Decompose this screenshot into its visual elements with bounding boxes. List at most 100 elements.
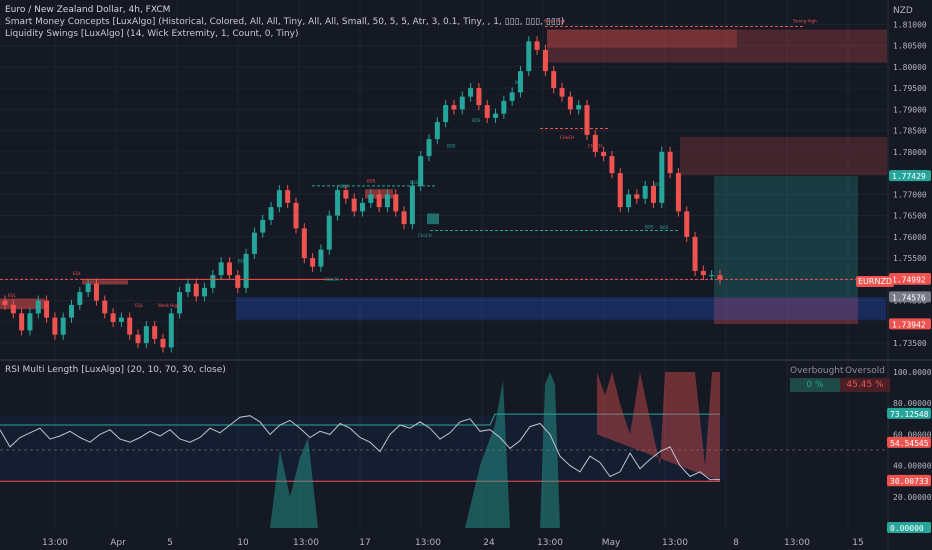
candle-body [143, 326, 149, 344]
candle-body [368, 194, 374, 203]
candle-body [268, 207, 274, 220]
candle-body [567, 96, 573, 110]
candle-body [310, 258, 316, 267]
overbought-value: 0 % [790, 378, 840, 392]
time-axis-label: 13:00 [662, 538, 688, 548]
price-tag [889, 170, 931, 182]
candle-body [2, 300, 8, 305]
candle-body [193, 283, 199, 297]
price-axis-label: 1.79000 [893, 105, 927, 114]
price-tag-label: 1.74992 [892, 276, 926, 285]
candle-body [251, 232, 257, 254]
candle-body [127, 317, 133, 335]
left-supply-zone [0, 298, 45, 310]
rsi-tag [887, 522, 931, 533]
candle-body [418, 156, 424, 186]
candle-body [44, 300, 50, 318]
candle-body [484, 105, 490, 118]
candle-body [218, 262, 224, 276]
structure-label: EQL [135, 303, 144, 308]
candle-body [243, 253, 249, 288]
candle-body [501, 100, 507, 114]
structure-label: BOS [472, 118, 481, 123]
candle-body [160, 338, 166, 348]
rsi-band [0, 415, 725, 482]
oversold-value: 45.45 % [840, 378, 890, 392]
liquidity-swings-label[interactable]: Liquidity Swings [LuxAlgo] (14, Wick Ext… [5, 29, 299, 39]
mid-demand-zone [427, 213, 439, 225]
rsi-upper-line [0, 413, 720, 426]
structure-label: BOS [367, 178, 376, 183]
candle-body [509, 92, 515, 101]
candle-body [717, 275, 723, 280]
structure-label: CHoCH [588, 144, 602, 149]
candle-body [393, 194, 399, 212]
candle-body [110, 313, 116, 322]
candle-body [434, 122, 440, 140]
candle-body [700, 270, 706, 276]
rsi-tag [887, 407, 931, 419]
candle-body [576, 105, 582, 110]
stop-zone [714, 297, 858, 324]
time-axis-label: 13:00 [293, 538, 319, 548]
time-axis-label: 13:00 [415, 538, 441, 548]
candle-body [534, 41, 540, 50]
candle-body [35, 300, 41, 314]
candle-body [93, 283, 99, 301]
time-axis-label: 24 [483, 538, 495, 548]
candle-body [634, 194, 640, 199]
candle-body [285, 190, 291, 203]
candle-body [335, 190, 341, 216]
structure-label: Strong High [793, 18, 817, 23]
candle-body [152, 326, 158, 339]
rsi-indicator-label[interactable]: RSI Multi Length [LuxAlgo] (20, 10, 70, … [5, 365, 226, 375]
rsi-tag-label: 30.00733 [890, 477, 929, 486]
symbol-title[interactable]: Euro / New Zealand Dollar, 4h, FXCM [5, 5, 171, 15]
candle-body [260, 219, 266, 233]
candle-body [542, 49, 548, 72]
structure-label: BOS [645, 224, 654, 229]
structure-label: CHoCH [325, 277, 339, 282]
price-axis-label: 1.78500 [893, 127, 927, 136]
candle-body [626, 194, 632, 208]
candle-body [468, 88, 474, 97]
rsi-line [0, 415, 720, 481]
candle-body [376, 194, 382, 208]
candle-body [692, 236, 698, 271]
smc-indicator-label[interactable]: Smart Money Concepts [LuxAlgo] (Historic… [5, 17, 565, 27]
candle-body [118, 317, 124, 322]
structure-label: EQL [73, 271, 82, 276]
candle-body [69, 304, 75, 318]
candle-body [77, 292, 83, 305]
price-tag [889, 318, 931, 330]
rsi-axis-label: 60.00000 [893, 430, 932, 439]
oversold-header: Oversold [844, 366, 886, 376]
rsi-ob-area [465, 379, 510, 528]
candle-body [559, 88, 565, 97]
candle-body [226, 262, 232, 276]
time-axis-label: Apr [110, 538, 126, 548]
price-axis-label: 1.73500 [893, 339, 927, 348]
candle-body [659, 151, 665, 203]
time-axis-label: 13:00 [537, 538, 563, 548]
demand-zone [236, 297, 886, 320]
currency-label: NZD [893, 6, 913, 16]
price-tag [889, 273, 931, 285]
price-axis-label: 1.79500 [893, 84, 927, 93]
rsi-os-area [597, 372, 720, 482]
candle-body [709, 275, 715, 277]
candle-body [642, 185, 648, 199]
rsi-tag-label: 54.54545 [890, 439, 929, 448]
candle-body [601, 151, 607, 157]
price-tag-label: 1.77429 [892, 172, 926, 181]
rsi-tag-label: 0.00000 [890, 524, 924, 533]
supply-zone [547, 29, 887, 63]
candle-body [19, 313, 25, 331]
candle-body [202, 287, 208, 297]
candle-body [476, 88, 482, 106]
price-tag-label: 1.74576 [892, 293, 926, 302]
structure-label: BOS [340, 184, 349, 189]
candle-body [52, 317, 58, 335]
structure-label: BOS [447, 144, 456, 149]
